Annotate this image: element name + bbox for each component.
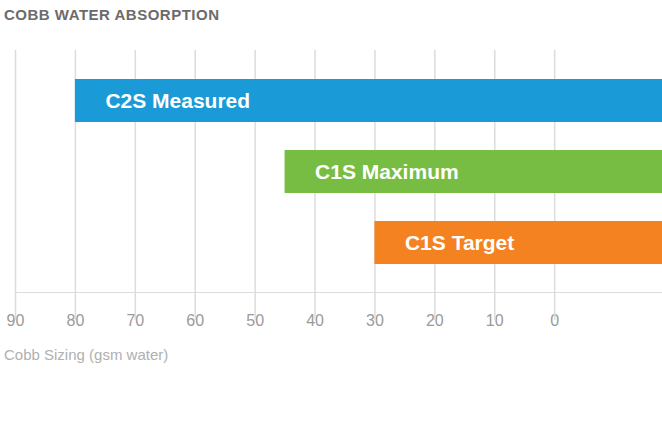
- svg-text:40: 40: [306, 311, 324, 329]
- html-text:COBB WATER ABSORPTION: COBB WATER ABSORPTION: [4, 6, 220, 23]
- svg-text:10: 10: [485, 311, 504, 329]
- svg-text:0: 0: [550, 311, 560, 329]
- svg-text:30: 30: [366, 311, 384, 329]
- svg-text:C1S Target: C1S Target: [405, 231, 514, 254]
- html-text:Cobb Sizing (gsm water): Cobb Sizing (gsm water): [4, 346, 169, 363]
- svg-text:20: 20: [426, 311, 444, 329]
- svg-text:80: 80: [66, 311, 85, 329]
- svg-text:60: 60: [186, 311, 205, 329]
- svg-text:C2S Measured: C2S Measured: [105, 89, 250, 112]
- svg-text:50: 50: [246, 311, 264, 329]
- svg-text:90: 90: [6, 311, 25, 329]
- svg-text:C1S Maximum: C1S Maximum: [315, 160, 459, 183]
- svg-text:70: 70: [126, 311, 145, 329]
